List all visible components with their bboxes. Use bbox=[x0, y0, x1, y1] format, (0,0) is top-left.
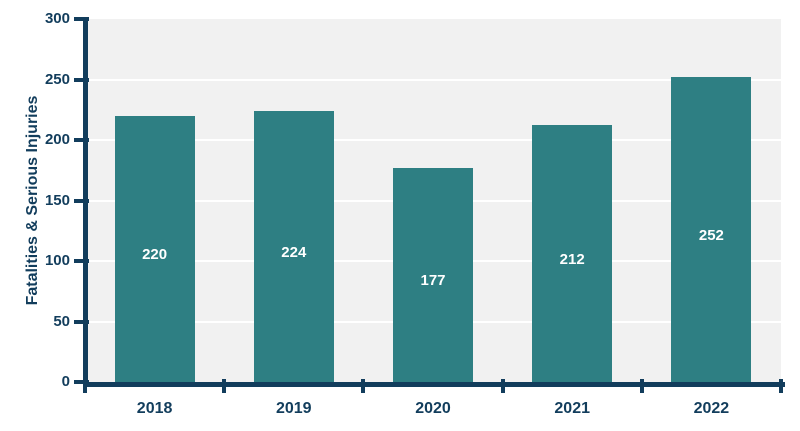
y-tick bbox=[74, 319, 89, 324]
y-tick bbox=[74, 17, 89, 21]
bar-value-label: 177 bbox=[420, 272, 446, 290]
y-tick-label: 250 bbox=[44, 70, 70, 88]
y-tick bbox=[74, 259, 89, 263]
y-tick-label: 200 bbox=[44, 131, 70, 148]
y-axis-line bbox=[83, 19, 88, 387]
x-tick bbox=[779, 379, 783, 393]
x-tick bbox=[222, 379, 227, 393]
x-tick bbox=[361, 379, 366, 393]
gridline bbox=[85, 78, 781, 81]
bar: 224 bbox=[253, 110, 334, 382]
x-axis-line bbox=[83, 382, 785, 387]
x-tick bbox=[500, 379, 505, 393]
y-tick bbox=[74, 198, 89, 203]
x-axis-label-2021: 2021 bbox=[554, 400, 590, 417]
bar-value-label: 224 bbox=[281, 243, 307, 261]
y-tick bbox=[74, 380, 89, 384]
y-tick-label: 0 bbox=[61, 373, 70, 390]
bar-value-label: 252 bbox=[698, 227, 724, 245]
x-tick bbox=[83, 379, 87, 393]
bar: 220 bbox=[114, 115, 195, 382]
y-tick-label: 50 bbox=[53, 312, 70, 330]
gridline bbox=[85, 139, 781, 141]
x-axis-label-2020: 2020 bbox=[415, 400, 451, 417]
x-axis-label-2018: 2018 bbox=[136, 400, 173, 417]
y-tick-label: 150 bbox=[44, 191, 70, 209]
bar: 177 bbox=[393, 167, 473, 382]
bar-value-label: 212 bbox=[559, 251, 585, 269]
y-tick-label: 100 bbox=[44, 252, 70, 269]
bar: 252 bbox=[671, 77, 752, 382]
y-tick-label: 300 bbox=[44, 10, 70, 27]
x-axis-label-2019: 2019 bbox=[275, 400, 312, 417]
y-tick bbox=[74, 77, 89, 82]
bar-value-label: 220 bbox=[142, 246, 168, 264]
x-axis-label-2022: 2022 bbox=[693, 400, 730, 417]
y-tick bbox=[74, 138, 89, 142]
bar: 212 bbox=[532, 125, 613, 382]
x-tick bbox=[639, 379, 644, 393]
